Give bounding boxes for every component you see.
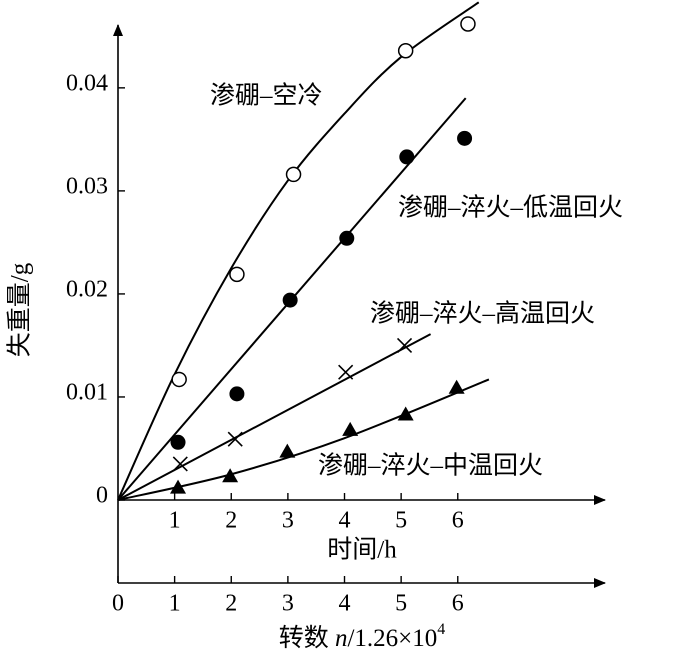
x2-tick-label: 1 xyxy=(169,591,181,617)
x-tick-label: 5 xyxy=(395,508,407,534)
x2-label-part: 转数 xyxy=(279,624,335,652)
point xyxy=(172,456,188,472)
y-tick-label: 0.04 xyxy=(66,70,108,96)
y-tick-label: 0 xyxy=(96,483,108,509)
series-label: 渗硼–淬火–高温回火 xyxy=(370,300,595,328)
point xyxy=(399,149,415,165)
point xyxy=(396,337,413,354)
point xyxy=(279,443,296,458)
x2-axis-label: 转数 n/1.26×104 xyxy=(279,621,446,652)
point xyxy=(339,230,355,246)
point xyxy=(338,364,354,380)
x2-tick-label: 2 xyxy=(225,591,237,617)
point xyxy=(170,479,187,494)
series-label: 渗硼–空冷 xyxy=(210,82,323,110)
fit-line xyxy=(117,1,480,501)
x2-label-part: n xyxy=(335,625,348,652)
point xyxy=(170,434,186,450)
point xyxy=(457,130,473,146)
fit-line xyxy=(117,378,490,501)
x2-tick-label: 0 xyxy=(112,591,124,617)
point xyxy=(285,166,302,183)
series-label: 渗硼–淬火–低温回火 xyxy=(398,194,623,222)
x2-tick-label: 3 xyxy=(282,591,294,617)
x-tick-label: 1 xyxy=(169,508,181,534)
point xyxy=(171,371,187,388)
point xyxy=(448,379,465,394)
y-axis-label: 失重量/g xyxy=(6,262,34,357)
point xyxy=(229,386,245,402)
point xyxy=(229,266,245,283)
point xyxy=(227,431,243,447)
point xyxy=(397,43,414,59)
fit-line xyxy=(117,333,432,501)
y-tick-label: 0.02 xyxy=(66,276,108,302)
y-tick-label: 0.01 xyxy=(66,379,108,405)
point xyxy=(282,292,298,308)
point xyxy=(460,16,476,32)
point xyxy=(397,406,414,421)
x-tick-label: 3 xyxy=(282,508,294,534)
x2-tick-label: 5 xyxy=(395,591,407,617)
point xyxy=(222,468,239,483)
x2-tick-label: 4 xyxy=(339,591,351,617)
x2-label-part: 4 xyxy=(437,621,445,638)
x-tick-label: 4 xyxy=(339,508,351,534)
x2-tick-label: 6 xyxy=(452,591,464,617)
y-tick-label: 0.03 xyxy=(66,173,108,199)
x-axis-label: 时间/h xyxy=(327,536,397,564)
series-label: 渗硼–淬火–中温回火 xyxy=(318,452,543,480)
x-tick-label: 2 xyxy=(225,508,237,534)
point xyxy=(342,421,359,436)
x-tick-label: 6 xyxy=(452,508,464,534)
x2-label-part: /1.26×10 xyxy=(347,625,437,652)
